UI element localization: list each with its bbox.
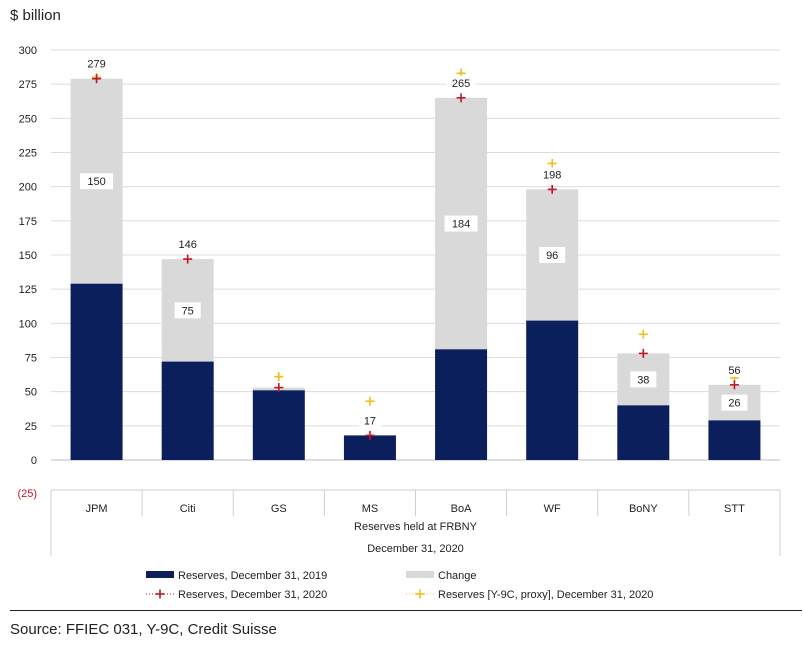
proxy-reserves-2020-marker <box>274 372 284 382</box>
x-category-label: Citi <box>180 503 196 515</box>
reserves-2019-bar <box>435 349 488 460</box>
reserves-2020-marker <box>456 93 466 103</box>
y-tick-label: 125 <box>19 284 37 296</box>
legend-swatch-reserves-2019 <box>146 571 174 578</box>
change-label-box <box>174 302 201 319</box>
x-axis-title: Reserves held at FRBNY <box>354 521 478 533</box>
y-tick-label: 25 <box>25 421 37 433</box>
reserves-2020-marker <box>92 74 102 84</box>
reserves-2020-marker <box>365 430 375 440</box>
total-label-box <box>358 413 381 428</box>
reserves-2020-marker <box>729 380 739 390</box>
y-tick-label: 150 <box>19 250 37 262</box>
source-note: Source: FFIEC 031, Y-9C, Credit Suisse <box>10 621 277 638</box>
y-tick-label: 0 <box>31 455 37 467</box>
reserves-2020-marker <box>274 383 284 393</box>
reserves-2020-marker <box>638 348 648 358</box>
total-data-label: 265 <box>452 78 470 90</box>
change-data-label: 75 <box>182 305 194 317</box>
total-label-box <box>537 167 567 182</box>
x-category-label: BoNY <box>629 503 658 515</box>
reserves-2019-bar <box>526 320 579 460</box>
proxy-reserves-2020-marker <box>547 158 557 168</box>
y-tick-label: 250 <box>19 113 37 125</box>
y-tick-label: 275 <box>19 79 37 91</box>
x-category-label: WF <box>544 503 561 515</box>
legend-label: Reserves, December 31, 2019 <box>178 570 327 582</box>
change-label-box <box>80 173 114 190</box>
change-label-box <box>444 215 478 232</box>
total-data-label: 198 <box>543 169 561 181</box>
legend-swatch-change <box>406 571 434 578</box>
source-divider <box>10 610 802 611</box>
stacked-bar-chart: 3002752502252001751501251007550250(25)JP… <box>17 45 781 600</box>
legend-label: Reserves [Y-9C, proxy], December 31, 202… <box>438 589 653 600</box>
y-tick-label: 200 <box>19 182 37 194</box>
reserves-2019-bar <box>708 420 761 460</box>
reserves-2020-marker <box>547 184 557 194</box>
y-tick-label: 225 <box>19 148 37 160</box>
reserves-2019-bar <box>252 390 305 460</box>
change-label-box <box>539 247 566 263</box>
total-label-box <box>82 56 112 71</box>
reserves-2020-marker <box>183 254 193 264</box>
total-label-box <box>723 362 746 377</box>
total-data-label: 146 <box>179 239 197 251</box>
legend-marker-proxy <box>415 589 425 599</box>
y-tick-label: 75 <box>25 353 37 365</box>
x-category-label: MS <box>362 503 379 515</box>
change-data-label: 150 <box>87 176 105 188</box>
y-tick-label-negative: (25) <box>17 488 37 500</box>
x-category-label: BoA <box>451 503 472 515</box>
reserves-2019-bar <box>617 405 670 460</box>
total-data-label: 279 <box>87 59 105 71</box>
change-label-box <box>721 394 748 411</box>
legend-label: Reserves, December 31, 2020 <box>178 589 327 600</box>
y-tick-label: 100 <box>19 318 37 330</box>
y-tick-label: 50 <box>25 387 37 399</box>
legend-marker-reserves-2020 <box>155 589 165 599</box>
legend-label: Change <box>438 570 477 582</box>
total-label-box <box>173 237 203 252</box>
change-data-label: 38 <box>637 374 649 386</box>
change-data-label: 26 <box>728 398 740 410</box>
proxy-reserves-2020-marker <box>638 329 648 339</box>
proxy-reserves-2020-marker <box>365 396 375 406</box>
change-data-label: 96 <box>546 250 558 262</box>
x-category-label: GS <box>271 503 287 515</box>
y-axis-unit-label: $ billion <box>10 7 61 24</box>
reserves-2019-bar <box>70 283 123 460</box>
x-category-label: JPM <box>86 503 108 515</box>
reserves-2019-bar <box>161 361 214 460</box>
y-tick-label: 175 <box>19 216 37 228</box>
x-category-label: STT <box>724 503 745 515</box>
y-tick-label: 300 <box>19 45 37 57</box>
change-label-box <box>630 371 657 388</box>
change-data-label: 184 <box>452 219 470 231</box>
total-label-box <box>446 75 476 90</box>
x-axis-subtitle: December 31, 2020 <box>367 543 464 555</box>
total-data-label: 56 <box>728 365 740 377</box>
total-data-label: 17 <box>364 415 376 427</box>
